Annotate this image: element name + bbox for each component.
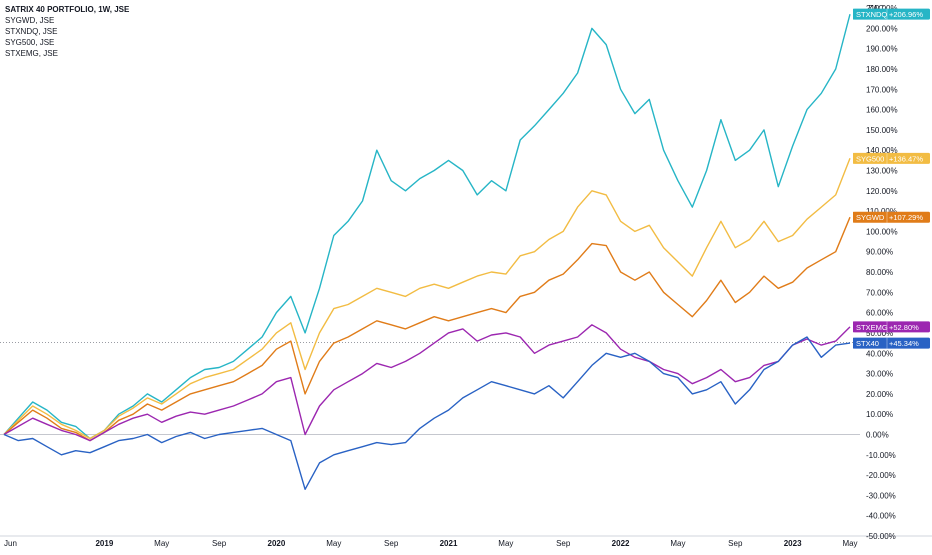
x-tick-label: Sep [556, 539, 571, 548]
value-badge-edge [853, 211, 854, 223]
x-tick-label: Sep [384, 539, 399, 548]
legend: SATRIX 40 PORTFOLIO, 1W, JSE SYGWD, JSE … [5, 4, 129, 59]
value-badge-syg500: SYG500 +136.47% [853, 152, 930, 164]
legend-item-stxndq: STXNDQ, JSE [5, 27, 58, 36]
y-tick-label: 0.00% [866, 430, 889, 439]
y-tick-label: 110.00% [866, 207, 897, 216]
series-line-stx40 [3, 336, 851, 490]
x-tick-label: Sep [728, 539, 743, 548]
y-tick-label: 20.00% [866, 390, 893, 399]
x-tick-label: May [326, 539, 341, 548]
y-tick-label: -50.00% [866, 532, 896, 541]
value-badge-bg [853, 337, 930, 349]
value-badge-bg [853, 321, 930, 333]
x-tick-label: Jun [4, 539, 17, 548]
y-tick-label: 40.00% [866, 349, 893, 358]
y-tick-label: 150.00% [866, 126, 898, 135]
x-tick-label: May [842, 539, 857, 548]
y-tick-label: 140.00% [866, 146, 898, 155]
series-line-sygwd [3, 216, 851, 442]
series-line-stxndq [3, 14, 851, 440]
x-tick-label: 2019 [95, 539, 113, 548]
series-line-syg500 [3, 158, 851, 440]
y-tick-label: 120.00% [866, 187, 898, 196]
y-tick-label: -40.00% [866, 512, 896, 521]
value-badge-name: STX40 [856, 339, 879, 348]
value-badge-stxemg: STXEMG +52.80% [853, 321, 930, 333]
y-tick-label: 50.00% [866, 329, 893, 338]
value-badge-sygwd: SYGWD +107.29% [853, 211, 930, 223]
legend-title: SATRIX 40 PORTFOLIO, 1W, JSE [5, 5, 130, 14]
y-tick-label: 90.00% [866, 248, 893, 257]
value-badge-name: SYGWD [856, 213, 885, 222]
y-tick-label: 210.00% [866, 4, 898, 13]
legend-item-syg500: SYG500, JSE [5, 38, 55, 47]
x-tick-label: May [154, 539, 169, 548]
y-tick-label: 190.00% [866, 45, 898, 54]
y-tick-label: -30.00% [866, 491, 896, 500]
value-badge-value: +45.34% [889, 339, 919, 348]
value-badge-edge [853, 152, 854, 164]
value-badge-value: +107.29% [889, 213, 923, 222]
y-tick-label: 100.00% [866, 227, 898, 236]
value-badge-stx40: STX40 +45.34% [853, 337, 930, 349]
value-badge-name: SYG500 [856, 154, 884, 163]
x-tick-label: 2023 [784, 539, 802, 548]
value-badge-value: +52.80% [889, 323, 919, 332]
y-tick-label: 60.00% [866, 309, 893, 318]
currency-label: ZAC [868, 4, 884, 13]
y-tick-label: 70.00% [866, 288, 893, 297]
x-tick-label: May [498, 539, 513, 548]
x-tick-label: 2022 [612, 539, 630, 548]
series-line-stxemg [3, 324, 851, 442]
legend-item-stxemg: STXEMG, JSE [5, 49, 58, 58]
y-tick-label: -10.00% [866, 451, 896, 460]
x-tick-label: 2020 [268, 539, 286, 548]
legend-item-sygwd: SYGWD, JSE [5, 16, 55, 25]
y-tick-label: -20.00% [866, 471, 896, 480]
y-tick-label: 80.00% [866, 268, 893, 277]
value-badge-bg [853, 211, 930, 223]
value-badge-bg [853, 8, 930, 20]
value-badge-value: +206.96% [889, 10, 923, 19]
y-tick-label: 160.00% [866, 106, 898, 115]
value-badge-bg [853, 152, 930, 164]
value-badge-edge [853, 8, 854, 20]
y-tick-label: 30.00% [866, 370, 893, 379]
value-badge-edge [853, 321, 854, 333]
x-tick-label: May [670, 539, 685, 548]
value-badge-edge [853, 337, 854, 349]
y-tick-label: 130.00% [866, 167, 898, 176]
x-tick-label: 2021 [440, 539, 458, 548]
y-tick-label: 170.00% [866, 85, 898, 94]
y-tick-label: 10.00% [866, 410, 893, 419]
value-badge-value: +136.47% [889, 154, 923, 163]
value-badge-name: STXNDQ [856, 10, 887, 19]
y-tick-label: 200.00% [866, 24, 898, 33]
value-badge-stxndq: STXNDQ +206.96% [853, 8, 930, 20]
y-tick-label: 180.00% [866, 65, 898, 74]
value-badge-name: STXEMG [856, 323, 888, 332]
x-tick-label: Sep [212, 539, 227, 548]
